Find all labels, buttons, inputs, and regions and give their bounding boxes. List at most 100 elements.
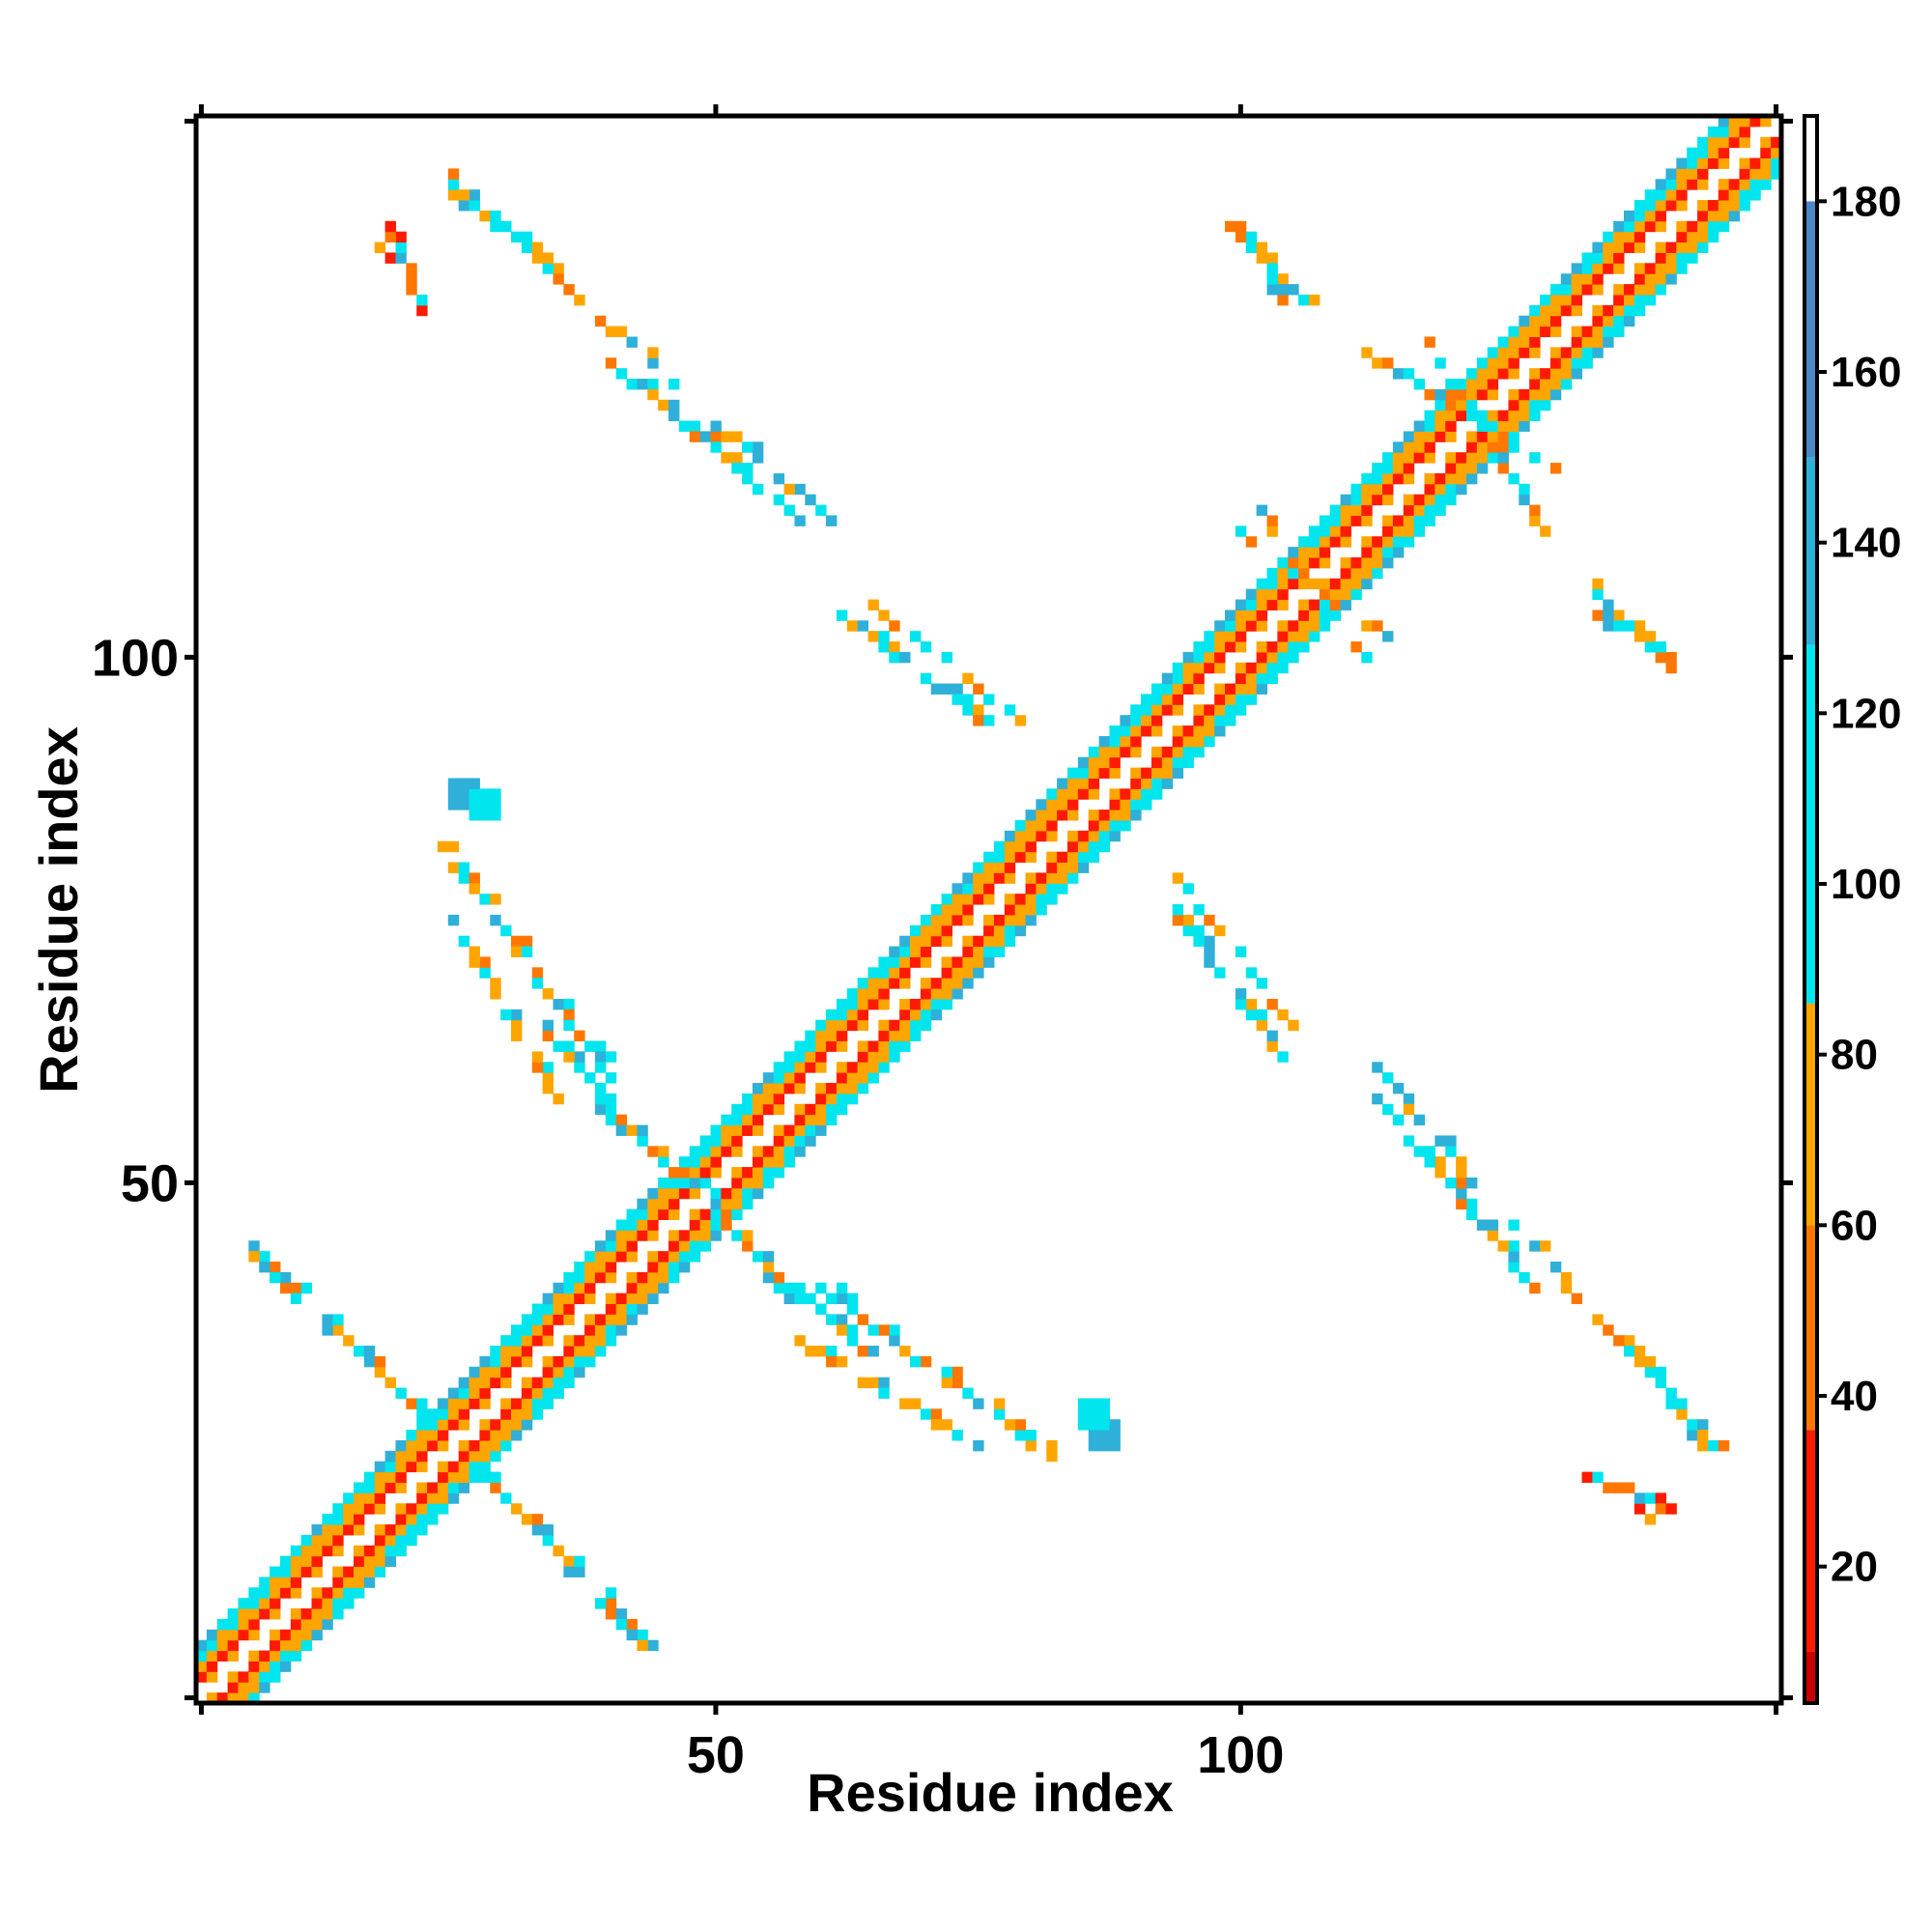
heatmap-cell: [1182, 756, 1194, 769]
heatmap-cell: [699, 1219, 712, 1231]
heatmap-cell: [500, 924, 512, 937]
heatmap-cell: [836, 1030, 848, 1042]
heatmap-cell: [1476, 1219, 1489, 1231]
heatmap-cell: [1487, 431, 1499, 442]
heatmap-cell: [511, 1019, 523, 1032]
heatmap-cell: [511, 946, 523, 957]
heatmap-cell: [605, 1072, 617, 1084]
heatmap-cell: [1403, 1093, 1415, 1105]
heatmap-cell: [1288, 567, 1299, 580]
heatmap-cell: [794, 1135, 806, 1147]
heatmap-cell: [1435, 494, 1446, 506]
heatmap-cell: [962, 694, 974, 705]
heatmap-cell: [300, 1534, 313, 1547]
heatmap-cell: [668, 1198, 680, 1210]
heatmap-cell: [594, 1103, 607, 1116]
heatmap-cell: [826, 1040, 838, 1052]
heatmap-cell: [783, 1135, 795, 1147]
heatmap-cell: [574, 294, 585, 306]
heatmap-cell: [689, 431, 701, 442]
heatmap-cell: [437, 1408, 449, 1420]
heatmap-cell: [563, 1051, 575, 1063]
heatmap-cell: [962, 904, 974, 916]
heatmap-cell: [458, 189, 470, 201]
heatmap-cell: [594, 1262, 607, 1273]
heatmap-cell: [762, 1177, 775, 1189]
heatmap-cell: [1697, 231, 1709, 243]
heatmap-cell: [878, 1062, 890, 1073]
heatmap-cell: [1687, 242, 1698, 253]
heatmap-cell: [721, 1124, 732, 1136]
heatmap-cell: [1098, 830, 1110, 842]
heatmap-cell: [490, 788, 501, 800]
heatmap-cell: [458, 1387, 470, 1399]
heatmap-cell: [511, 1430, 523, 1441]
heatmap-cell: [846, 1019, 859, 1032]
heatmap-cell: [637, 1208, 648, 1220]
heatmap-cell: [1245, 1009, 1258, 1021]
heatmap-cell: [1245, 610, 1258, 621]
heatmap-cell: [1350, 567, 1362, 580]
heatmap-cell: [1655, 1492, 1666, 1504]
heatmap-cell: [983, 956, 995, 968]
heatmap-cell: [500, 1377, 512, 1389]
heatmap-cell: [500, 1492, 512, 1504]
heatmap-cell: [826, 1030, 838, 1042]
heatmap-cell: [1225, 683, 1236, 695]
heatmap-cell: [878, 967, 890, 979]
heatmap-cell: [752, 1093, 764, 1105]
heatmap-cell: [846, 1324, 859, 1336]
heatmap-cell: [1665, 189, 1677, 201]
heatmap-cell: [1456, 410, 1467, 422]
heatmap-cell: [836, 1009, 848, 1021]
heatmap-cell: [1707, 200, 1719, 212]
heatmap-cell: [416, 1398, 428, 1409]
heatmap-cell: [867, 1072, 879, 1084]
heatmap-cell: [1014, 851, 1027, 864]
heatmap-cell: [300, 1545, 313, 1557]
heatmap-cell: [1235, 946, 1247, 957]
heatmap-cell: [395, 1503, 407, 1515]
heatmap-cell: [973, 862, 984, 873]
heatmap-cell: [710, 1198, 722, 1210]
heatmap-cell: [794, 1051, 806, 1063]
heatmap-cell: [490, 1419, 501, 1431]
heatmap-cell: [1266, 252, 1278, 264]
heatmap-cell: [1728, 210, 1741, 222]
heatmap-cell: [1613, 1482, 1625, 1493]
heatmap-cell: [248, 1618, 260, 1631]
heatmap-cell: [354, 1587, 365, 1599]
heatmap-cell: [1655, 1366, 1666, 1378]
heatmap-cell: [930, 978, 943, 989]
heatmap-cell: [605, 1314, 617, 1325]
heatmap-cell: [1487, 347, 1499, 358]
heatmap-cell: [1655, 284, 1666, 296]
heatmap-cell: [678, 1156, 691, 1168]
heatmap-cell: [1004, 935, 1016, 948]
heatmap-cell: [805, 1051, 816, 1063]
heatmap-cell: [447, 840, 460, 853]
x-tick-label-100: 100: [1197, 1726, 1284, 1784]
heatmap-cell: [1456, 379, 1467, 390]
heatmap-cell: [962, 914, 974, 926]
heatmap-cell: [920, 1009, 932, 1021]
heatmap-cell: [1403, 536, 1415, 548]
heatmap-cell: [1613, 1335, 1625, 1347]
heatmap-cell: [563, 1040, 575, 1052]
heatmap-cell: [1613, 294, 1625, 306]
heatmap-cell: [699, 1208, 712, 1220]
heatmap-cell: [1025, 904, 1037, 916]
heatmap-cell: [1141, 799, 1152, 810]
heatmap-cell: [1508, 472, 1520, 485]
heatmap-cell: [511, 1009, 523, 1021]
heatmap-cell: [1697, 1439, 1709, 1452]
heatmap-cell: [300, 1608, 313, 1620]
heatmap-cell: [794, 483, 806, 496]
heatmap-cell: [783, 1124, 795, 1136]
heatmap-cell: [332, 1324, 344, 1336]
heatmap-cell: [574, 1062, 585, 1073]
heatmap-cell: [815, 1062, 827, 1073]
heatmap-cell: [1308, 620, 1321, 632]
heatmap-cell: [762, 1251, 775, 1263]
heatmap-cell: [920, 998, 932, 1010]
